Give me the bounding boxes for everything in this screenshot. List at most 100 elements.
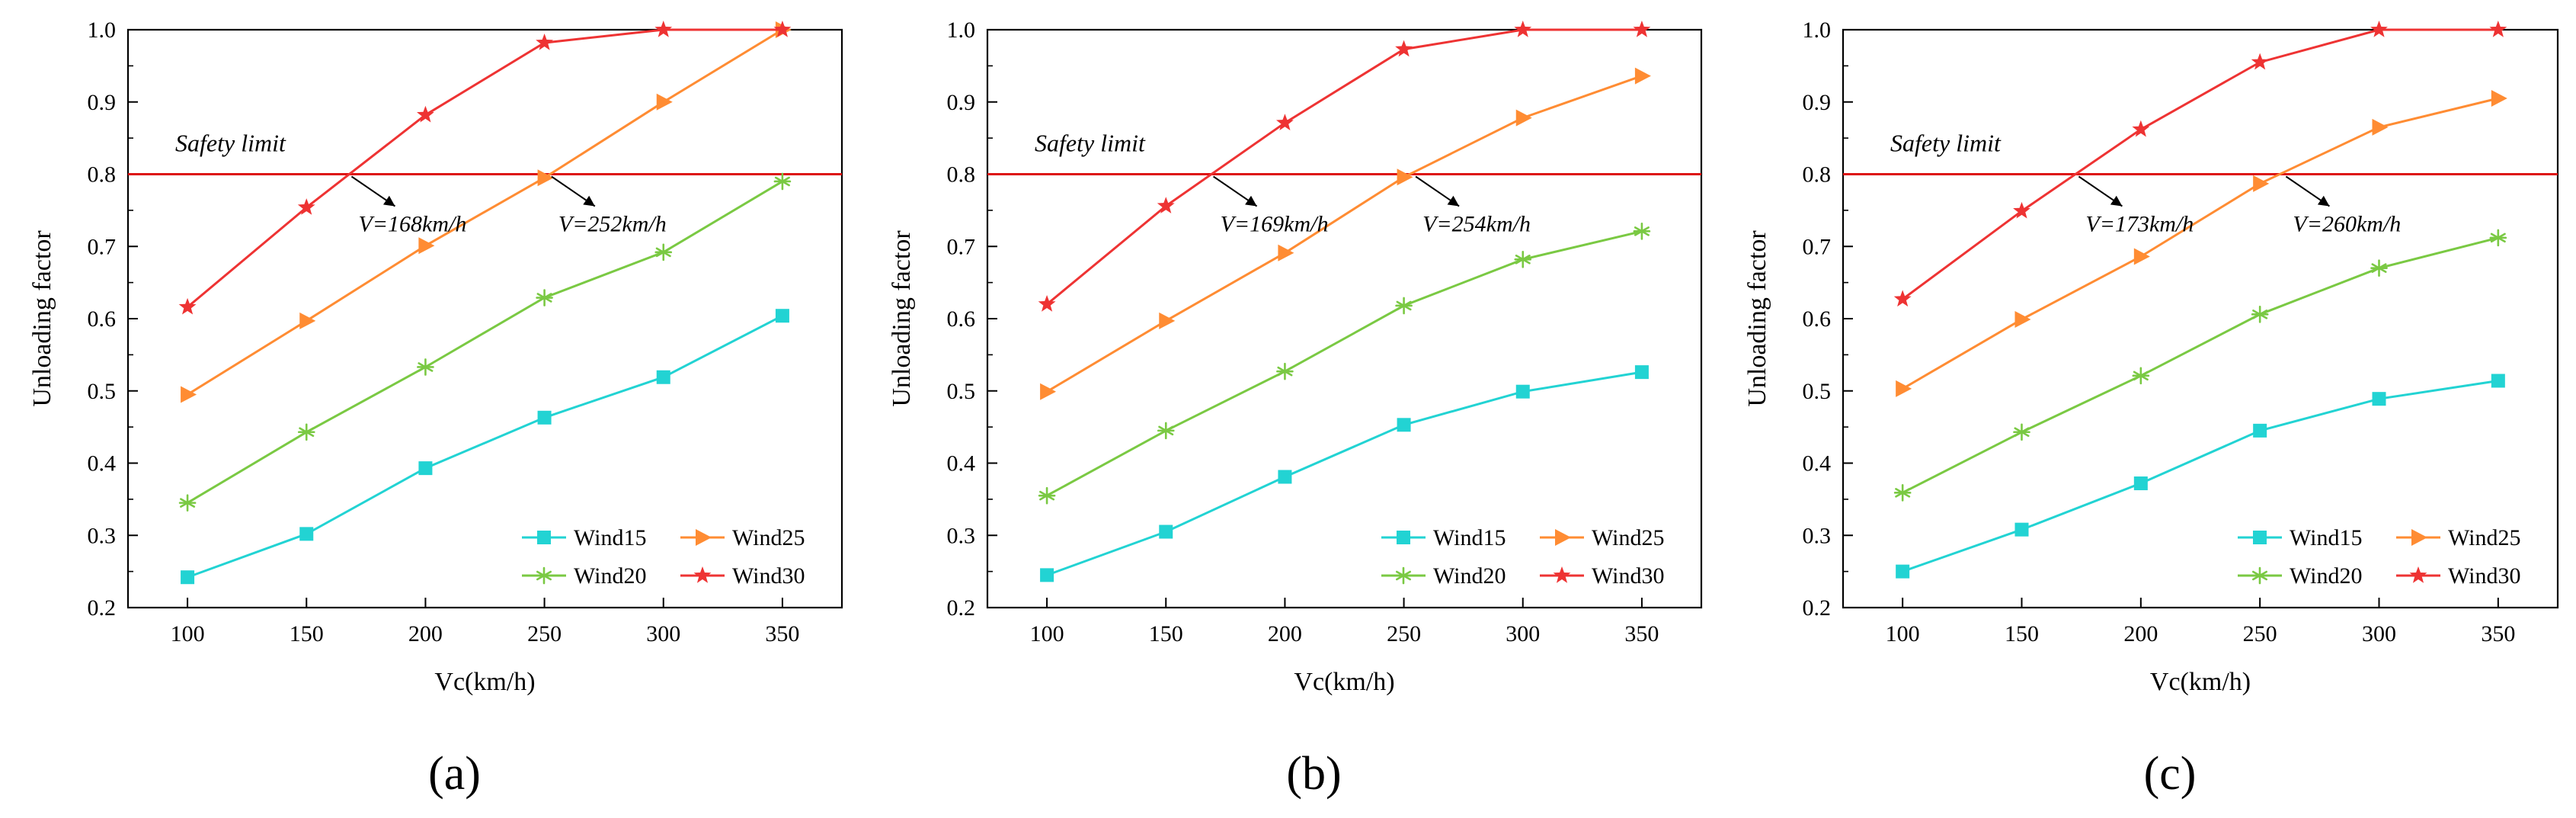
data-point-wind20 (1157, 422, 1175, 440)
x-tick-label: 350 (2481, 621, 2515, 646)
data-point-wind30 (2132, 120, 2150, 137)
panel-label: (b) (1286, 748, 1341, 800)
chart-panel-a: 100 150 200 250 300 350 0.2 0.3 0.4 0.5 0.6 0.7 0.8 0… (28, 18, 843, 800)
x-tick-label: 350 (765, 621, 799, 646)
legend-item-wind20: Wind20 (522, 563, 646, 589)
legend-item-wind15: Wind15 (2238, 525, 2362, 550)
legend-item-wind15: Wind15 (522, 525, 646, 550)
legend-label: Wind25 (2448, 525, 2520, 550)
data-point-wind30 (1633, 21, 1651, 37)
y-tick-label: 0.5 (88, 379, 117, 404)
legend-item-wind25: Wind25 (1540, 525, 1664, 550)
y-tick-label: 0.7 (88, 234, 117, 259)
series-line-wind30 (1046, 28, 1642, 306)
plot-frame (986, 28, 1703, 609)
annotation-1: V=169km/h (1213, 175, 1328, 237)
y-tick-label: 1.0 (947, 18, 976, 43)
legend-marker (2251, 566, 2269, 585)
x-axis-label: Vc(km/h) (434, 668, 535, 696)
y-tick-label: 0.7 (1803, 234, 1832, 259)
legend-label: Wind20 (2290, 563, 2362, 589)
x-tick-label: 250 (2243, 621, 2277, 646)
data-point-wind25 (1397, 168, 1413, 186)
data-point-wind20 (297, 423, 315, 441)
annotation-label: V=173km/h (2085, 212, 2194, 237)
y-tick-label: 0.2 (947, 595, 976, 621)
data-point-wind20 (1633, 223, 1651, 240)
panel-label: (a) (428, 748, 481, 800)
series-wind30 (178, 21, 792, 315)
series-line-wind25 (1046, 75, 1643, 393)
x-tick-label: 250 (1387, 621, 1421, 646)
annotation-label: V=168km/h (358, 212, 466, 237)
legend: Wind15 Wind25 Wind20 Wind30 (1381, 525, 1664, 589)
y-tick-label: 0.6 (88, 306, 117, 332)
data-point-wind25 (1040, 383, 1057, 400)
data-point-wind20 (536, 289, 553, 306)
data-point-wind20 (2251, 306, 2269, 323)
series-wind30 (1038, 21, 1651, 312)
legend-label: Wind25 (732, 525, 805, 550)
x-tick-label: 100 (171, 621, 205, 646)
y-tick-label: 1.0 (1803, 18, 1832, 43)
y-tick-label: 0.7 (947, 234, 976, 259)
x-tick-label: 100 (1030, 621, 1064, 646)
data-point-wind15 (1040, 568, 1054, 582)
x-tick-label: 150 (1149, 621, 1183, 646)
y-tick-label: 0.5 (1803, 379, 1832, 404)
annotation-1: V=168km/h (350, 175, 466, 237)
annotation-arrow-head (1447, 195, 1460, 207)
panel-label: (c) (2144, 748, 2197, 800)
data-point-wind25 (418, 237, 435, 255)
annotation-arrow-head (2110, 195, 2123, 207)
annotation-2: V=254km/h (1415, 175, 1531, 237)
x-axis-label: Vc(km/h) (1294, 668, 1394, 696)
annotation-arrow-head (2317, 195, 2330, 207)
legend-item-wind20: Wind20 (1381, 563, 1506, 589)
data-point-wind30 (1514, 21, 1532, 37)
data-point-wind15 (2014, 522, 2029, 537)
data-point-wind30 (178, 297, 197, 315)
y-axis-label: Unloading factor (1743, 230, 1771, 407)
legend-marker (693, 566, 712, 583)
legend-label: Wind20 (574, 563, 646, 589)
data-point-wind25 (1634, 67, 1651, 85)
y-tick-label: 0.2 (1803, 595, 1832, 621)
data-point-wind25 (2014, 310, 2031, 328)
series-wind25 (1040, 67, 1651, 400)
data-point-wind25 (181, 386, 197, 403)
data-point-wind20 (1395, 297, 1413, 315)
legend-marker (2253, 531, 2267, 544)
legend-item-wind25: Wind25 (2396, 525, 2520, 550)
data-point-wind30 (297, 198, 315, 215)
data-point-wind25 (2133, 248, 2150, 265)
data-point-wind25 (656, 93, 673, 111)
data-point-wind15 (1515, 384, 1530, 399)
data-point-wind15 (1397, 418, 1411, 432)
data-point-wind20 (2489, 229, 2507, 247)
x-axis-label: Vc(km/h) (2150, 668, 2251, 696)
data-point-wind25 (1515, 109, 1532, 127)
legend-item-wind25: Wind25 (680, 525, 805, 550)
legend-label: Wind15 (1433, 525, 1506, 550)
data-point-wind30 (1395, 40, 1413, 57)
legend: Wind15 Wind25 Wind20 Wind30 (522, 525, 805, 589)
y-tick-label: 0.8 (947, 162, 976, 188)
data-point-wind15 (1896, 564, 1910, 579)
data-point-wind30 (773, 21, 792, 37)
x-tick-label: 200 (408, 621, 443, 646)
data-point-wind30 (1038, 295, 1056, 312)
data-point-wind30 (2370, 21, 2388, 37)
data-point-wind30 (1276, 114, 1294, 130)
data-point-wind20 (1038, 486, 1056, 505)
data-point-wind15 (1278, 470, 1292, 484)
legend-marker (1553, 566, 1571, 583)
data-point-wind30 (654, 21, 673, 37)
data-point-wind30 (2489, 21, 2507, 37)
data-point-wind15 (2253, 423, 2267, 438)
legend-item-wind15: Wind15 (1381, 525, 1506, 550)
series-wind30 (1893, 21, 2507, 307)
annotation-label: V=252km/h (558, 212, 667, 237)
data-point-wind30 (1157, 197, 1175, 213)
y-tick-label: 0.9 (1803, 90, 1832, 115)
